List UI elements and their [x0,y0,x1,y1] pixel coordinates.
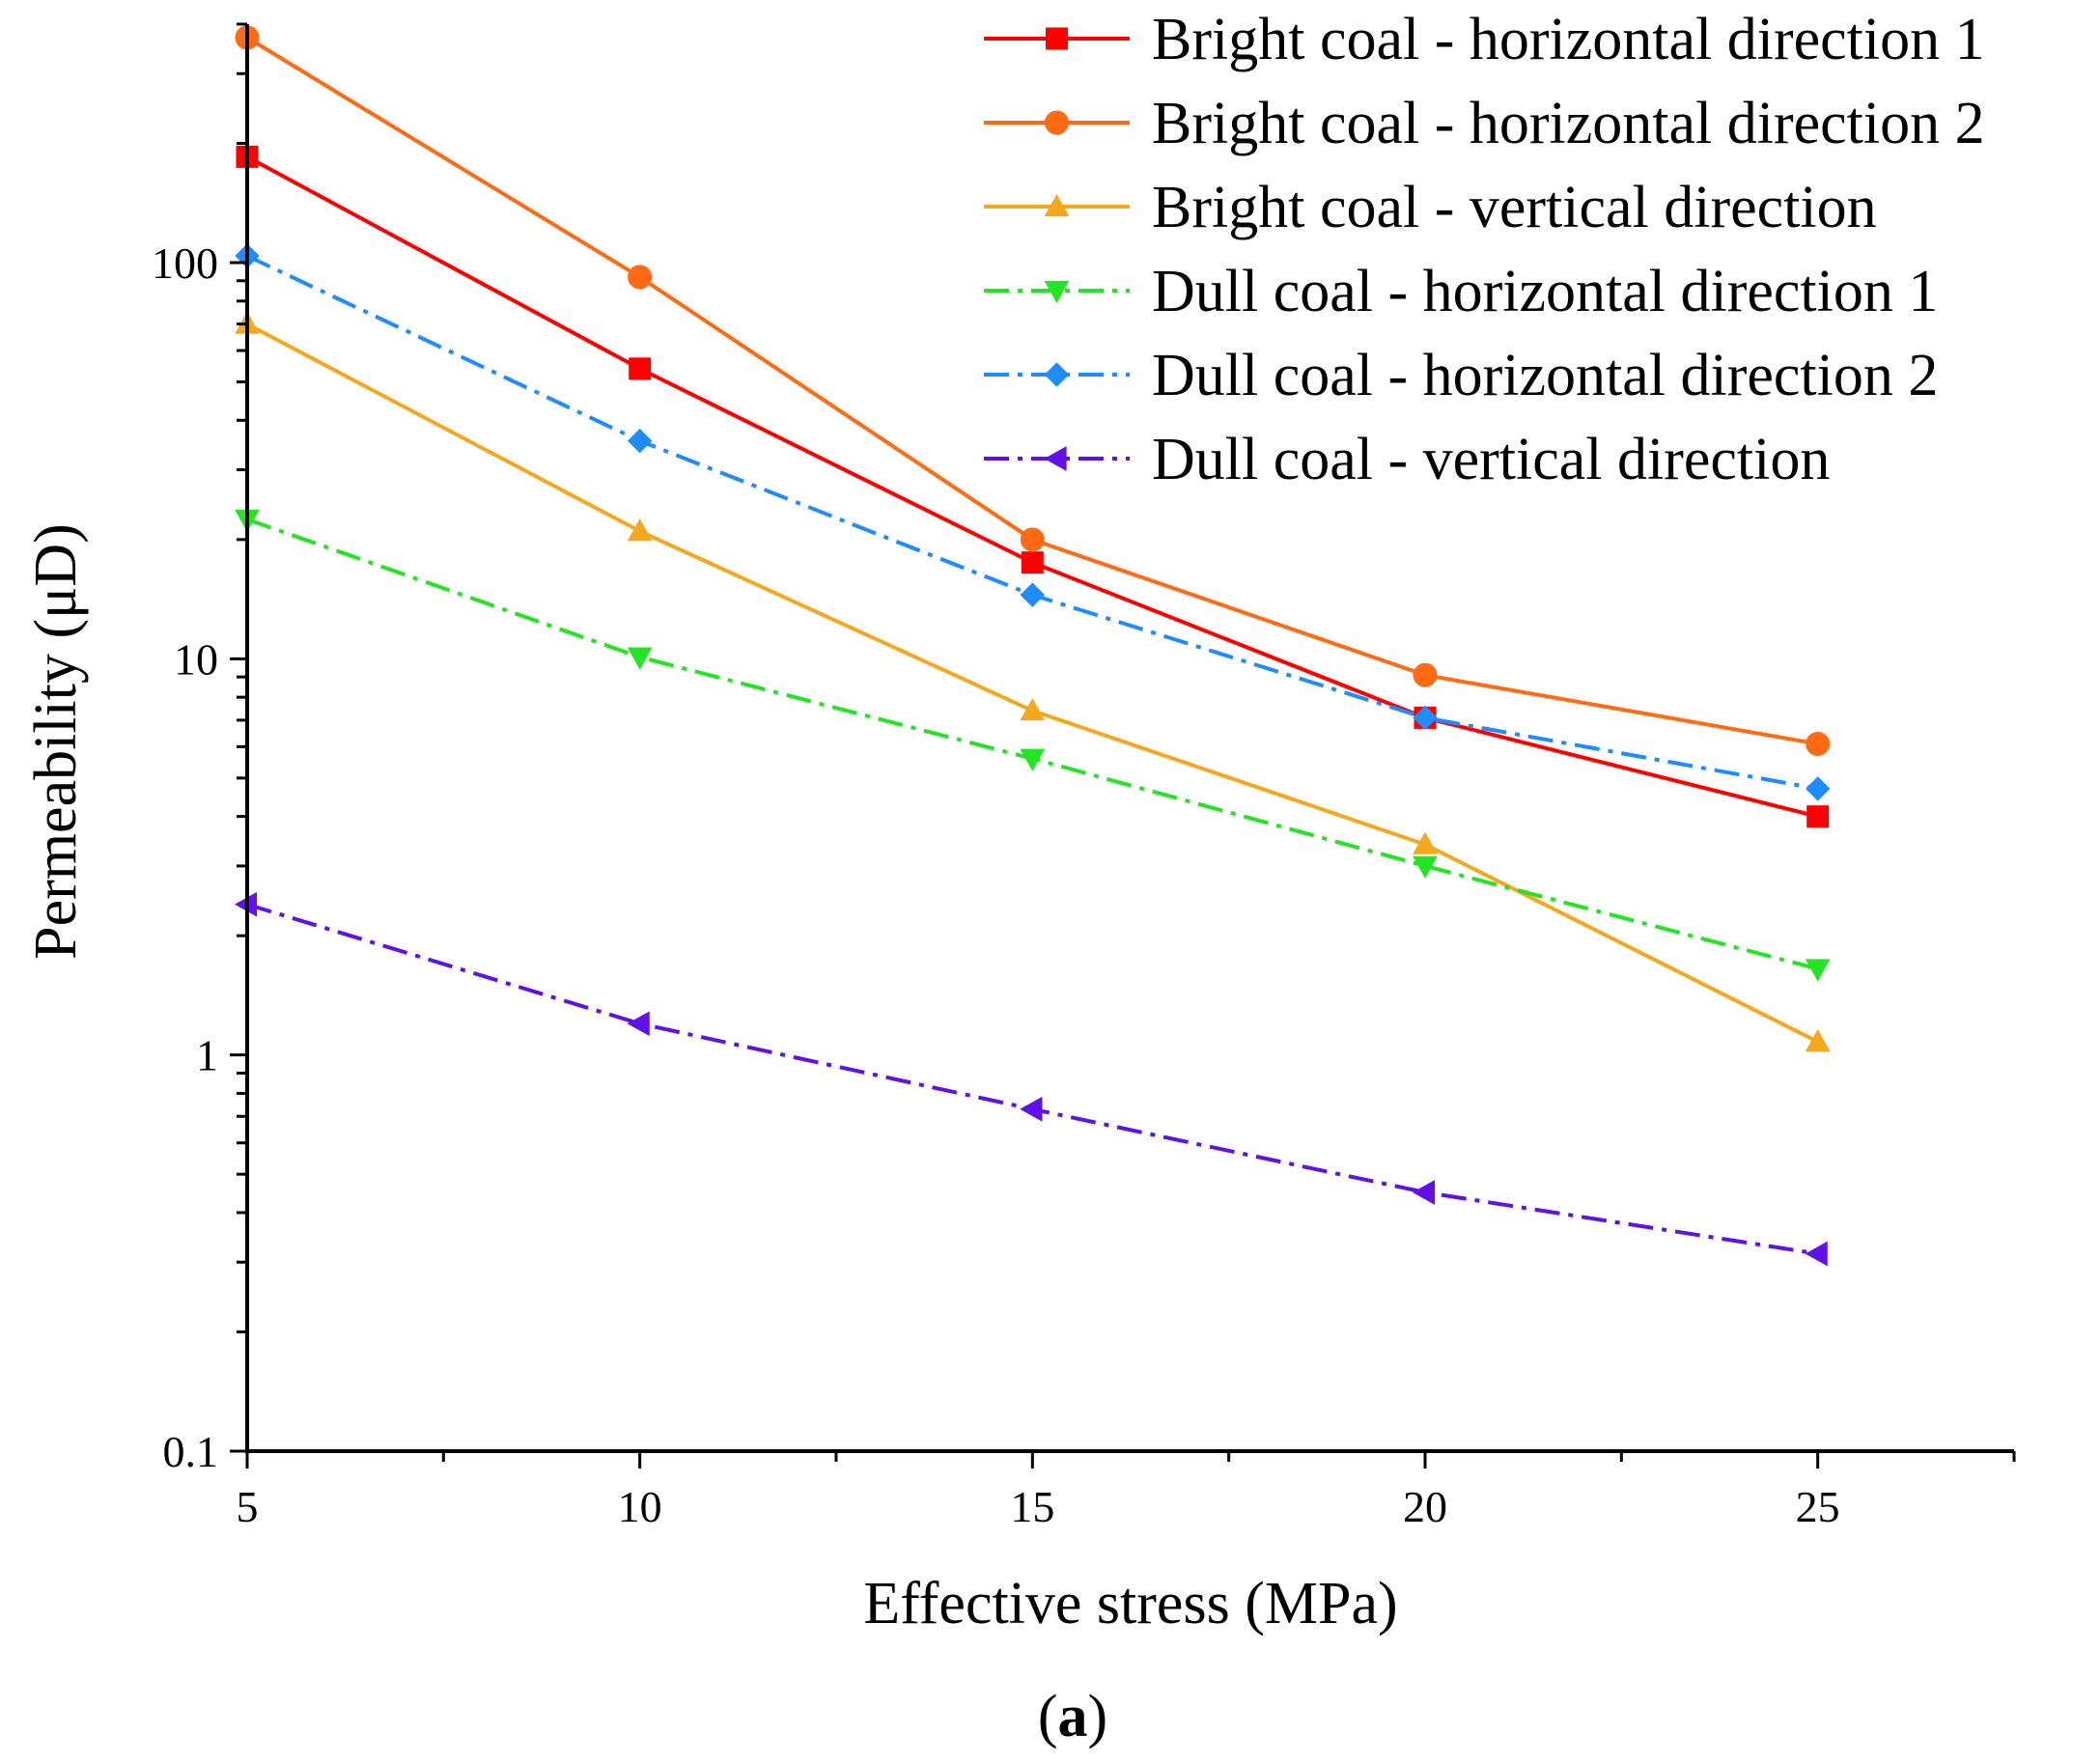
x-axis-title: Effective stress (MPa) [863,1571,1397,1637]
series-group [235,25,1831,756]
data-point [1806,805,1830,828]
x-tick-label: 15 [1010,1482,1054,1531]
data-point [1413,662,1438,687]
y-tick-label: 100 [152,238,218,288]
series-group [234,891,1828,1267]
data-point [1413,855,1438,879]
series-line [246,902,1818,1256]
legend-item: Dull coal - horizontal direction 1 [984,259,1938,324]
legend-item: Dull coal - vertical direction [984,427,1830,492]
legend-label: Dull coal - horizontal direction 1 [1152,259,1938,324]
y-tick-label: 10 [174,634,218,684]
legend-marker [1044,193,1070,217]
data-point [629,357,652,380]
data-point [627,647,653,670]
legend-item: Dull coal - horizontal direction 2 [984,343,1938,408]
legend-marker [1044,362,1070,387]
axes-layer: 0.1 1 10 100 5 10 15 20 25 Effective stress (MP… [23,22,2016,1749]
x-tick-label: 20 [1403,1482,1447,1531]
legend-item: Bright coal - vertical direction [984,175,1877,240]
data-point [1805,776,1831,801]
data-point [1413,831,1438,854]
legend-marker [1044,446,1067,471]
legend-label: Bright coal - horizontal direction 2 [1152,91,1985,156]
series-group [235,509,1831,982]
x-ticks: 5 10 15 20 25 [237,1451,2016,1531]
legend-label: Dull coal - vertical direction [1152,427,1830,492]
data-point [1020,527,1045,552]
legend-marker [1044,280,1070,304]
data-point [1021,551,1044,574]
series-group [235,243,1831,801]
data-point [627,1011,650,1037]
y-tick-label: 0.1 [163,1427,219,1476]
legend-label: Dull coal - horizontal direction 2 [1152,343,1938,408]
panel-label: (a) [1038,1684,1107,1749]
legend-item: Bright coal - horizontal direction 2 [984,91,1985,156]
x-tick-label: 10 [618,1482,662,1531]
x-tick-label: 5 [237,1482,259,1531]
series-layer [234,25,1831,1267]
data-point [1805,1028,1831,1052]
data-point [1806,731,1831,756]
legend: Bright coal - horizontal direction 1 Brig… [984,7,1985,492]
data-point [1413,705,1438,731]
y-ticks: 0.1 1 10 100 [152,22,247,1476]
y-tick-label: 1 [196,1031,218,1080]
data-point [1020,1096,1043,1122]
legend-marker [1045,110,1069,135]
x-tick-label: 25 [1796,1482,1840,1531]
panel-letter: a [1058,1684,1088,1749]
data-point [1805,1241,1828,1267]
data-point [627,518,653,542]
y-axis-title: Permeability (μD) [23,523,89,960]
data-point [627,428,653,454]
data-point [628,265,653,290]
legend-item: Bright coal - horizontal direction 1 [984,7,1985,72]
series-group [235,311,1831,1052]
data-point [1020,697,1046,721]
legend-marker [1046,27,1068,50]
legend-label: Bright coal - horizontal direction 1 [1152,7,1985,72]
legend-label: Bright coal - vertical direction [1152,175,1877,240]
data-point [1020,748,1046,771]
data-point [1412,1180,1436,1205]
data-point [1805,959,1831,982]
data-point [1020,582,1046,607]
